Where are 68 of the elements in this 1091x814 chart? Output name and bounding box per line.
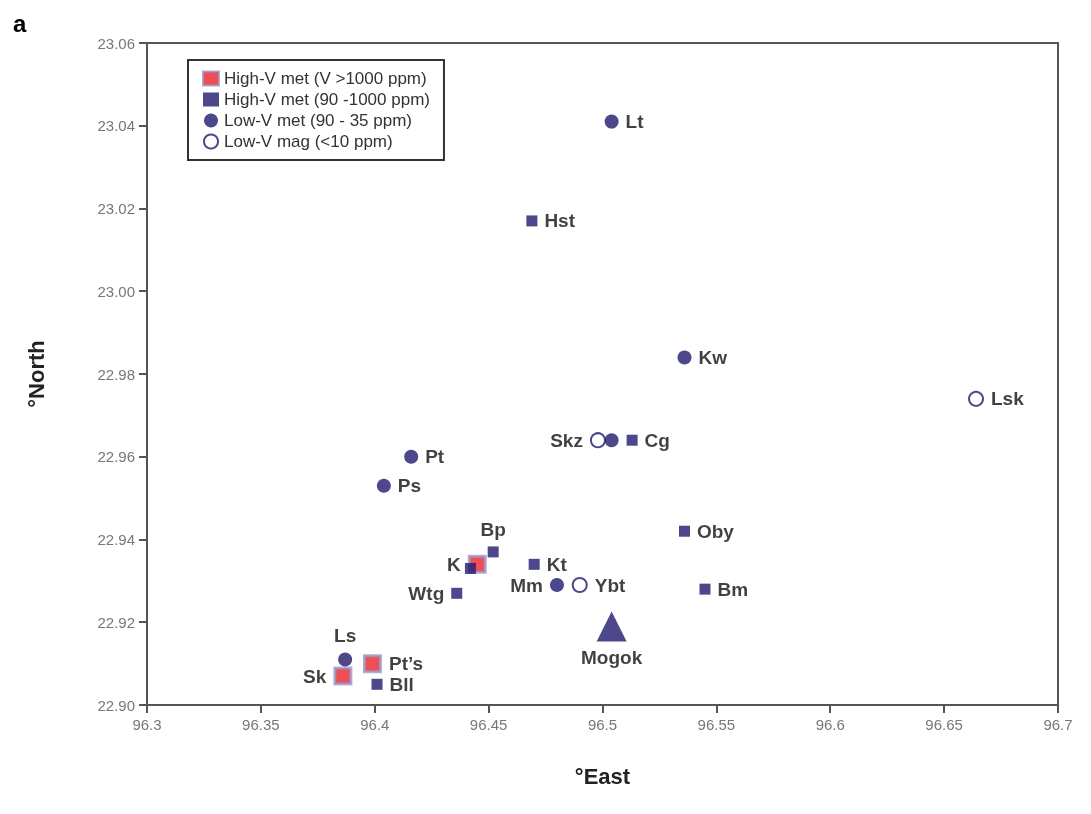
point <box>451 587 463 599</box>
x-tick-label: 96.3 <box>132 716 162 733</box>
data-label: Pt <box>425 446 445 468</box>
point <box>404 449 419 464</box>
point <box>604 114 619 129</box>
x-tick-label: 96.6 <box>815 716 845 733</box>
x-tick-label: 96.45 <box>469 716 508 733</box>
data-label: Sk <box>303 665 327 687</box>
y-tick-label: 23.06 <box>97 34 135 52</box>
y-tick-label: 23.02 <box>97 200 135 217</box>
data-label: Kt <box>546 553 568 575</box>
chart-title: a <box>13 9 27 37</box>
x-tick-label: 96.7 <box>1043 716 1073 733</box>
y-tick-label: 22.92 <box>97 613 135 631</box>
x-tick-label: 96.4 <box>360 716 390 733</box>
data-label: Ps <box>397 475 422 497</box>
legend-label: Low-V met (90 - 35 ppm) <box>224 111 413 130</box>
y-tick-label: 22.96 <box>97 448 135 466</box>
point <box>678 525 690 537</box>
y-axis-title: °North <box>23 340 49 408</box>
point <box>371 678 383 690</box>
point <box>699 583 711 595</box>
point <box>333 666 353 686</box>
data-label: Lt <box>625 111 645 133</box>
data-label: Ybt <box>594 574 626 596</box>
data-label: Skz <box>550 429 583 451</box>
data-label: Lsk <box>991 388 1025 410</box>
point <box>338 652 353 667</box>
data-label: Cg <box>644 429 670 451</box>
y-tick-label: 22.98 <box>97 365 135 383</box>
point <box>487 546 499 558</box>
point <box>571 577 588 594</box>
x-tick-label: 96.5 <box>587 716 618 733</box>
x-tick-label: 96.55 <box>697 716 736 733</box>
data-label: Hst <box>544 210 576 232</box>
point <box>376 478 391 493</box>
point <box>362 654 382 674</box>
legend-label: High-V met (90 -1000 ppm) <box>224 90 430 109</box>
y-tick-label: 22.94 <box>97 531 135 548</box>
point <box>589 432 606 449</box>
point <box>549 578 564 593</box>
legend-label: High-V met (V >1000 ppm) <box>224 69 427 88</box>
x-axis-title: °East <box>574 763 631 789</box>
y-tick-label: 23.04 <box>97 117 135 135</box>
x-tick-label: 96.35 <box>242 716 280 733</box>
point <box>464 562 476 574</box>
data-label: Wtg <box>408 582 445 604</box>
point <box>626 434 638 446</box>
y-tick-label: 23.00 <box>97 282 135 300</box>
data-label: Bp <box>480 519 506 541</box>
point <box>677 350 692 365</box>
data-label: Bm <box>717 578 749 600</box>
data-label: Ls <box>334 625 357 647</box>
data-label: Oby <box>696 520 735 542</box>
data-label: Kw <box>698 346 728 368</box>
point <box>604 433 619 448</box>
x-tick-label: 96.65 <box>925 716 963 733</box>
point <box>526 215 538 227</box>
data-label: Mm <box>510 574 543 596</box>
data-label: Mogok <box>581 647 643 669</box>
y-tick-label: 22.90 <box>97 696 135 714</box>
point <box>596 611 627 642</box>
point <box>968 390 985 407</box>
data-label: K <box>447 553 461 575</box>
point <box>528 558 540 570</box>
legend-label: Low-V mag (<10 ppm) <box>224 132 393 151</box>
data-label: Pt’s <box>388 653 424 675</box>
data-label: Bll <box>389 673 414 695</box>
